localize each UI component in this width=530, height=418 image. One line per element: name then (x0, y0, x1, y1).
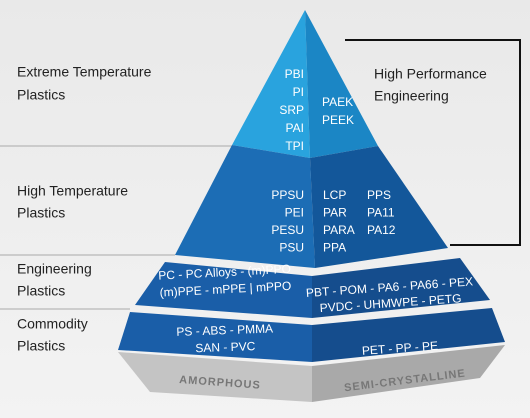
pyramid (118, 10, 505, 402)
material: SRP (279, 103, 304, 117)
material: LCP (323, 188, 346, 202)
material: PESU (271, 223, 304, 237)
tier-label: Commodity (17, 316, 88, 332)
material: PAI (286, 121, 304, 135)
bracket-label: High Performance (374, 66, 487, 82)
material: PA12 (367, 223, 396, 237)
tier-label: Plastics (17, 205, 65, 221)
separators (0, 145, 232, 310)
material: PEEK (322, 113, 354, 127)
material: PSU (279, 241, 304, 255)
material: PI (293, 85, 304, 99)
tier-label: Plastics (17, 283, 65, 299)
tier-label: High Temperature (17, 183, 128, 199)
material: PPSU (271, 188, 304, 202)
bracket-label: Engineering (374, 88, 449, 104)
material: PEI (285, 206, 304, 220)
material: PPA (323, 241, 346, 255)
tier-label: Plastics (17, 87, 65, 103)
material: PA11 (367, 206, 395, 220)
base-label: AMORPHOUS (179, 374, 261, 392)
material: PC - PC Alloys - (m)PPO (158, 262, 291, 283)
material: PARA (323, 223, 355, 237)
material: SAN - PVC (195, 339, 256, 355)
tier-label: Extreme Temperature (17, 64, 152, 80)
bracket-line (345, 39, 521, 246)
material: PS - ABS - PMMA (176, 321, 273, 338)
tier-label: Engineering (17, 261, 92, 277)
material: PAR (323, 206, 347, 220)
material: PBI (285, 67, 304, 81)
material: PET - PP - PE (361, 339, 438, 358)
material: TPI (285, 139, 304, 153)
material: PAEK (322, 95, 353, 109)
material: PPS (367, 188, 391, 202)
tier-label: Plastics (17, 338, 65, 354)
material: (m)PPE - mPPE | mPPO (159, 279, 291, 300)
